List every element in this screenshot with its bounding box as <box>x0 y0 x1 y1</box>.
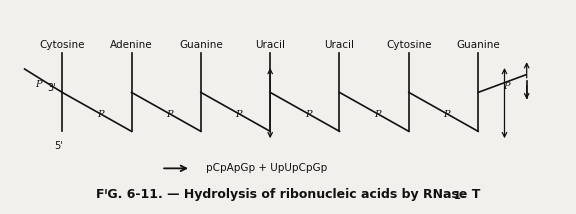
Text: 1: 1 <box>454 190 461 201</box>
Text: P: P <box>444 110 450 119</box>
Text: FᴵG. 6-11. — Hydrolysis of ribonucleic acids by RNase T: FᴵG. 6-11. — Hydrolysis of ribonucleic a… <box>96 189 480 202</box>
Text: Adenine: Adenine <box>110 40 153 49</box>
Text: Cytosine: Cytosine <box>39 40 85 49</box>
Text: P: P <box>305 110 312 119</box>
Text: P: P <box>97 110 103 119</box>
Text: .: . <box>460 189 465 202</box>
Text: pCpApGp + UpUpCpGp: pCpApGp + UpUpCpGp <box>206 163 327 173</box>
Text: P: P <box>374 110 381 119</box>
Text: Uracil: Uracil <box>255 40 285 49</box>
Text: Uracil: Uracil <box>324 40 354 49</box>
Text: Guanine: Guanine <box>456 40 500 49</box>
Text: P: P <box>236 110 242 119</box>
Text: 5': 5' <box>54 141 63 151</box>
Text: Guanine: Guanine <box>179 40 223 49</box>
Text: P: P <box>166 110 173 119</box>
Text: P: P <box>35 80 41 89</box>
Text: 3': 3' <box>48 83 56 94</box>
Text: Cytosine: Cytosine <box>386 40 431 49</box>
Text: P: P <box>503 82 509 91</box>
